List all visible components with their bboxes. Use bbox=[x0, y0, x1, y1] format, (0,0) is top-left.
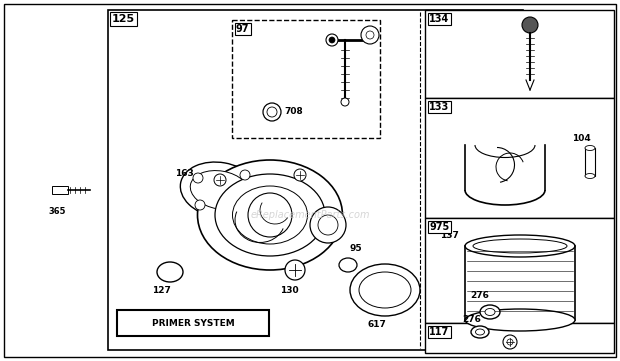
Bar bbox=[108, 10, 523, 350]
Ellipse shape bbox=[198, 160, 342, 270]
Circle shape bbox=[341, 98, 349, 106]
Bar bbox=[425, 218, 614, 323]
Ellipse shape bbox=[157, 262, 183, 282]
Text: 104: 104 bbox=[572, 134, 591, 143]
Circle shape bbox=[326, 34, 338, 46]
Circle shape bbox=[263, 103, 281, 121]
Ellipse shape bbox=[350, 264, 420, 316]
Ellipse shape bbox=[585, 174, 595, 178]
Text: 163: 163 bbox=[175, 169, 193, 178]
Circle shape bbox=[294, 169, 306, 181]
Ellipse shape bbox=[465, 235, 575, 257]
Ellipse shape bbox=[180, 162, 260, 218]
Bar bbox=[425, 98, 614, 218]
Circle shape bbox=[193, 173, 203, 183]
Ellipse shape bbox=[190, 171, 250, 209]
Circle shape bbox=[329, 37, 335, 43]
Circle shape bbox=[267, 107, 277, 117]
Circle shape bbox=[195, 200, 205, 210]
Circle shape bbox=[503, 335, 517, 349]
Ellipse shape bbox=[480, 305, 500, 319]
Circle shape bbox=[366, 31, 374, 39]
Text: 125: 125 bbox=[112, 14, 135, 24]
Ellipse shape bbox=[339, 258, 357, 272]
Text: 276: 276 bbox=[470, 291, 489, 300]
Circle shape bbox=[214, 174, 226, 186]
Text: 133: 133 bbox=[429, 102, 450, 112]
Ellipse shape bbox=[471, 326, 489, 338]
Text: 95: 95 bbox=[350, 244, 363, 253]
Text: 117: 117 bbox=[429, 327, 450, 337]
Bar bbox=[232, 20, 380, 138]
Text: 276: 276 bbox=[462, 315, 481, 324]
Bar bbox=[52, 186, 68, 194]
Text: 617: 617 bbox=[367, 320, 386, 329]
Ellipse shape bbox=[473, 239, 567, 253]
Text: PRIMER SYSTEM: PRIMER SYSTEM bbox=[152, 318, 234, 327]
Circle shape bbox=[318, 215, 338, 235]
Bar bbox=[425, 10, 614, 98]
Circle shape bbox=[361, 26, 379, 44]
Text: 97: 97 bbox=[236, 24, 249, 34]
Bar bbox=[585, 148, 595, 176]
Ellipse shape bbox=[215, 174, 325, 256]
Ellipse shape bbox=[232, 186, 308, 244]
Text: eReplacementParts.com: eReplacementParts.com bbox=[250, 210, 370, 220]
Ellipse shape bbox=[485, 309, 495, 316]
Text: 137: 137 bbox=[440, 231, 459, 239]
Ellipse shape bbox=[585, 145, 595, 151]
Bar bbox=[117, 310, 269, 336]
Circle shape bbox=[310, 207, 346, 243]
Bar bbox=[425, 323, 614, 353]
Text: 708: 708 bbox=[284, 108, 303, 117]
Circle shape bbox=[240, 170, 250, 180]
Circle shape bbox=[507, 339, 513, 345]
Circle shape bbox=[522, 17, 538, 33]
Circle shape bbox=[248, 193, 292, 237]
Text: 975: 975 bbox=[429, 222, 450, 232]
Text: 130: 130 bbox=[280, 286, 299, 295]
Ellipse shape bbox=[359, 272, 411, 308]
Text: 365: 365 bbox=[48, 207, 66, 216]
Ellipse shape bbox=[476, 329, 484, 335]
Circle shape bbox=[285, 260, 305, 280]
Text: 134: 134 bbox=[429, 14, 450, 24]
Text: 127: 127 bbox=[152, 286, 171, 295]
Ellipse shape bbox=[465, 309, 575, 331]
